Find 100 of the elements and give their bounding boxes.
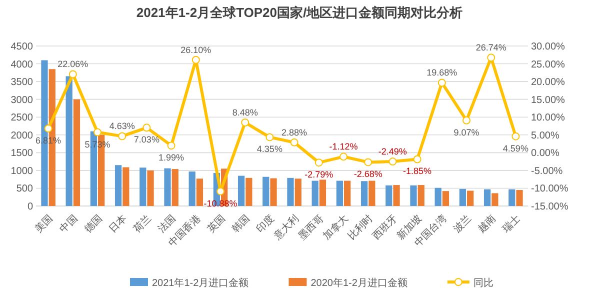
bar (262, 176, 270, 206)
data-label: 9.07% (454, 127, 480, 138)
bar (368, 180, 376, 206)
point (241, 118, 250, 127)
point (512, 132, 520, 140)
point (68, 70, 77, 78)
bar (246, 178, 252, 206)
y-tick-label: 1500 (10, 148, 34, 160)
point (487, 54, 496, 62)
bar (312, 180, 318, 206)
y2-tick-label: 5.00% (531, 130, 560, 142)
legend-label: 2021年1-2月进口金额 (152, 277, 249, 289)
data-label: -1.12% (329, 142, 358, 152)
point (388, 158, 397, 166)
y-tick-label: 4500 (10, 42, 34, 52)
bar (516, 190, 523, 206)
x-tick-label: 波兰 (450, 212, 474, 236)
y2-tick-label: 30.00% (531, 42, 566, 52)
data-label: 4.35% (256, 144, 282, 154)
point (142, 124, 151, 132)
point (266, 133, 274, 142)
x-tick-label: 德国 (82, 213, 105, 236)
data-label: -2.49% (378, 146, 407, 157)
point (192, 56, 200, 64)
data-label: 4.59% (502, 143, 528, 154)
data-label: 6.81% (36, 135, 62, 146)
chart-title: 2021年1-2月全球TOP20国家/地区进口金额同期对比分析 (136, 5, 463, 20)
point (118, 132, 126, 140)
data-label: 8.48% (232, 108, 258, 118)
bar (336, 180, 343, 206)
y2-tick-label: -10.00% (531, 184, 568, 195)
y-tick-label: 0 (27, 202, 34, 212)
point (340, 152, 348, 161)
point (413, 155, 422, 164)
x-tick-label: 英国 (204, 212, 228, 236)
y-tick-label: 3000 (10, 94, 34, 106)
y2-tick-label: 25.00% (531, 59, 566, 70)
bar (319, 180, 326, 206)
data-label: 26.10% (180, 44, 212, 55)
bar (122, 167, 130, 206)
point (44, 124, 52, 132)
bar (147, 170, 154, 206)
bar (442, 191, 450, 206)
bar (484, 189, 491, 206)
x-tick-label: 韩国 (230, 212, 252, 236)
y-tick-label: 2500 (10, 112, 34, 124)
bar (270, 178, 277, 206)
bar (344, 180, 351, 206)
bar (360, 181, 368, 206)
bar (393, 185, 400, 206)
bar (140, 168, 146, 206)
y2-tick-label: 20.00% (531, 77, 566, 88)
bar (508, 189, 516, 206)
point (462, 116, 470, 124)
x-tick-label: 荷兰 (131, 212, 154, 236)
legend-label: 同比 (473, 277, 494, 289)
data-label: 2.88% (282, 127, 308, 138)
data-label: 1.99% (158, 152, 184, 163)
data-label: 19.68% (426, 68, 458, 78)
bar (287, 178, 294, 206)
y-tick-label: 2000 (10, 130, 34, 142)
y-tick-label: 1000 (10, 166, 34, 177)
bar (467, 190, 474, 206)
bar (66, 76, 72, 206)
y2-tick-label: 10.00% (531, 112, 566, 124)
data-label: -1.85% (403, 166, 432, 176)
point (438, 78, 446, 87)
data-label: 4.63% (109, 121, 135, 132)
x-tick-label: 日本 (106, 212, 130, 236)
data-label: 22.06% (58, 59, 88, 70)
bar (73, 99, 80, 206)
y-tick-label: 500 (16, 184, 34, 195)
bar (238, 176, 245, 206)
y-tick-label: 3500 (10, 77, 34, 88)
point (216, 187, 224, 196)
x-tick-label: 美国 (32, 212, 56, 236)
point (364, 158, 372, 166)
point (167, 142, 176, 150)
y2-tick-label: 15.00% (531, 94, 566, 106)
point (290, 138, 298, 146)
data-label: -2.79% (304, 170, 334, 180)
bar (172, 169, 178, 206)
data-label: 26.74% (476, 42, 506, 53)
y2-tick-label: 0.00% (531, 148, 560, 160)
y2-tick-label: -5.00% (531, 166, 563, 177)
data-label: -2.68% (354, 169, 382, 180)
bar (196, 178, 204, 206)
bar (114, 165, 122, 206)
y2-tick-label: -15.00% (531, 202, 568, 212)
bar (164, 168, 171, 206)
data-label: 5.73% (84, 139, 110, 150)
bar (418, 185, 424, 206)
x-tick-label: 越南 (476, 212, 498, 236)
point (314, 158, 323, 167)
legend-label: 2020年1-2月进口金额 (310, 277, 408, 289)
x-tick-label: 瑞士 (500, 212, 523, 236)
bar (188, 172, 196, 206)
bar (410, 185, 417, 206)
bar (492, 193, 498, 206)
x-tick-label: 中国 (57, 212, 80, 236)
